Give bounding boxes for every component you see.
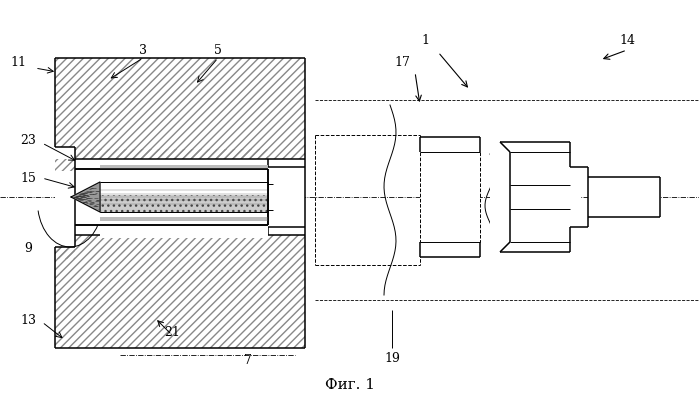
Bar <box>55 159 305 235</box>
Bar <box>100 182 268 195</box>
Bar <box>55 247 75 259</box>
Polygon shape <box>71 182 100 212</box>
Text: 1: 1 <box>421 34 429 47</box>
Text: 3: 3 <box>139 43 147 57</box>
Bar <box>490 142 580 252</box>
Text: 13: 13 <box>20 314 36 326</box>
Text: 23: 23 <box>20 134 36 146</box>
Bar <box>55 58 305 348</box>
Bar <box>100 182 268 212</box>
Bar <box>100 217 268 221</box>
Text: 9: 9 <box>24 241 32 255</box>
Bar <box>75 169 268 225</box>
Text: 21: 21 <box>164 326 180 338</box>
Bar <box>55 58 305 348</box>
Bar <box>55 159 75 171</box>
Text: 19: 19 <box>384 352 400 365</box>
Text: 7: 7 <box>244 354 252 367</box>
Bar <box>55 147 75 247</box>
Bar <box>420 137 480 257</box>
Text: Фиг. 1: Фиг. 1 <box>325 378 375 392</box>
Text: 11: 11 <box>10 55 26 69</box>
Bar <box>588 177 660 217</box>
Text: 14: 14 <box>619 34 635 47</box>
Text: 5: 5 <box>214 43 222 57</box>
Bar <box>75 215 268 225</box>
Text: 15: 15 <box>20 172 36 184</box>
Bar <box>75 149 268 159</box>
Bar <box>100 165 268 169</box>
Text: 17: 17 <box>394 55 410 69</box>
Bar <box>100 225 268 238</box>
